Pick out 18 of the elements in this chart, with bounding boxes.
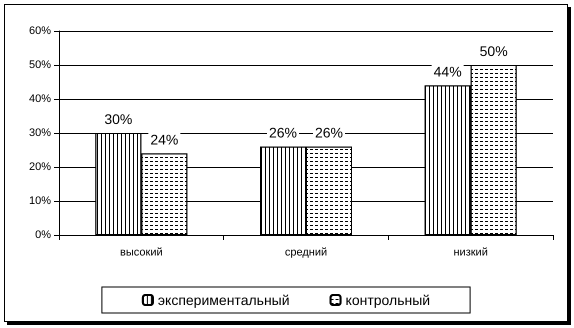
data-label: 50% [480, 43, 508, 59]
data-label: 30% [104, 111, 132, 127]
legend-label: контрольный [346, 292, 430, 308]
x-tick-label: высокий [120, 246, 163, 258]
x-tick-label: средний [284, 246, 328, 258]
y-tick-label: 0% [35, 229, 52, 241]
legend-label: экспериментальный [158, 292, 290, 308]
x-tick-label: низкий [453, 246, 488, 258]
data-label: 26% [268, 124, 298, 141]
y-tick-label: 50% [28, 59, 52, 71]
y-tick-label: 30% [28, 127, 52, 139]
y-tick-label: 10% [28, 195, 52, 207]
data-label: 24% [150, 131, 178, 148]
data-label: 44% [434, 63, 462, 80]
y-tick-label: 20% [28, 161, 52, 173]
y-tick-label: 40% [28, 93, 52, 105]
y-tick-label: 60% [28, 25, 52, 37]
data-label: 26% [314, 124, 344, 141]
